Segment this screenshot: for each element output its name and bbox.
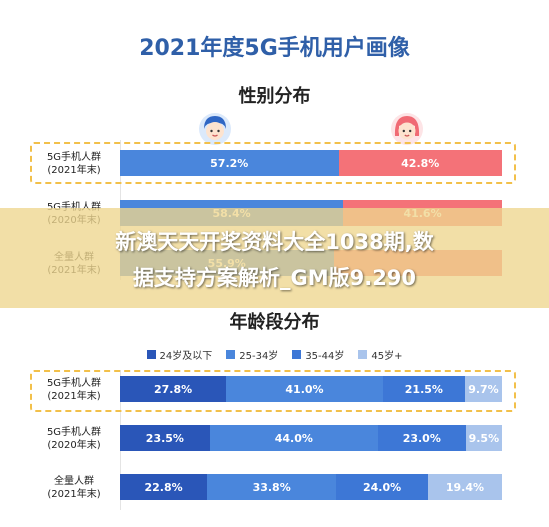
bar-segment: 27.8%: [120, 376, 227, 402]
watermark-banner: [0, 208, 549, 308]
legend-label: 35-44岁: [305, 351, 345, 362]
row-label: 5G手机人群 (2021年末): [28, 377, 120, 403]
row-label: 5G手机人群 (2020年末): [28, 426, 120, 452]
legend-item: 25-34岁: [226, 347, 278, 362]
bar-row: 22.8% 33.8% 24.0% 19.4%: [120, 474, 502, 500]
page-title: 2021年度5G手机用户画像: [139, 36, 410, 61]
male-avatar-icon: [199, 113, 231, 145]
legend-item: 45岁+: [358, 347, 402, 362]
bar-segment: 21.5%: [382, 376, 465, 402]
bar-segment: 24.0%: [336, 474, 428, 500]
age-legend: 24岁及以下 25-34岁 35-44岁 45岁+: [0, 347, 549, 362]
bar-segment: 41.0%: [226, 376, 383, 402]
row-label-period: (2021年末): [47, 489, 101, 500]
bar-row: 57.2% 42.8%: [120, 150, 502, 176]
row-label-group: 全量人群: [54, 476, 94, 487]
bar-segment: 44.0%: [209, 425, 378, 451]
row-label-period: (2021年末): [47, 391, 101, 402]
bar-row: 23.5% 44.0% 23.0% 9.5%: [120, 425, 502, 451]
bar-segment: 19.4%: [427, 474, 502, 500]
legend-swatch: [146, 350, 156, 359]
row-label-group: 5G手机人群: [46, 152, 102, 163]
age-section-title: 年龄段分布: [229, 312, 320, 333]
age-highlight-box: [30, 370, 516, 412]
legend-swatch: [292, 350, 302, 359]
bar-segment: 22.8%: [120, 474, 208, 500]
row-label-group: 5G手机人群: [28, 201, 120, 214]
bar-segment: 33.8%: [207, 474, 337, 500]
bar-segment: 42.8%: [338, 150, 502, 176]
row-label-period: (2021年末): [47, 165, 101, 176]
row-label: 全量人群 (2021年末): [28, 475, 120, 501]
row-label-group: 5G手机人群: [46, 427, 102, 438]
legend-item: 24岁及以下: [146, 347, 213, 362]
watermark-text-line2: 据支持方案解析_GM版9.290: [132, 266, 417, 290]
row-label-period: (2020年末): [47, 440, 101, 451]
bar-row: 27.8% 41.0% 21.5% 9.7%: [120, 376, 502, 402]
gender-section-title: 性别分布: [238, 86, 311, 107]
gender-highlight-box: [30, 142, 516, 184]
legend-swatch: [226, 350, 236, 359]
row-label: 5G手机人群 (2021年末): [28, 151, 120, 177]
watermark-text-line1: 新澳天天开奖资料大全1038期,数: [115, 230, 434, 254]
bar-segment: 23.5%: [120, 425, 210, 451]
legend-label: 25-34岁: [239, 351, 279, 362]
bar-segment: 23.0%: [377, 425, 466, 451]
bar-segment: 9.5%: [465, 425, 502, 451]
row-label-group: 5G手机人群: [46, 378, 102, 389]
legend-item: 35-44岁: [292, 347, 344, 362]
bar-segment: 57.2%: [120, 150, 339, 176]
legend-label: 45岁+: [371, 351, 403, 362]
legend-label: 24岁及以下: [159, 351, 213, 362]
female-avatar-icon: [391, 113, 423, 145]
bar-segment: 9.7%: [464, 376, 502, 402]
legend-swatch: [358, 350, 368, 359]
